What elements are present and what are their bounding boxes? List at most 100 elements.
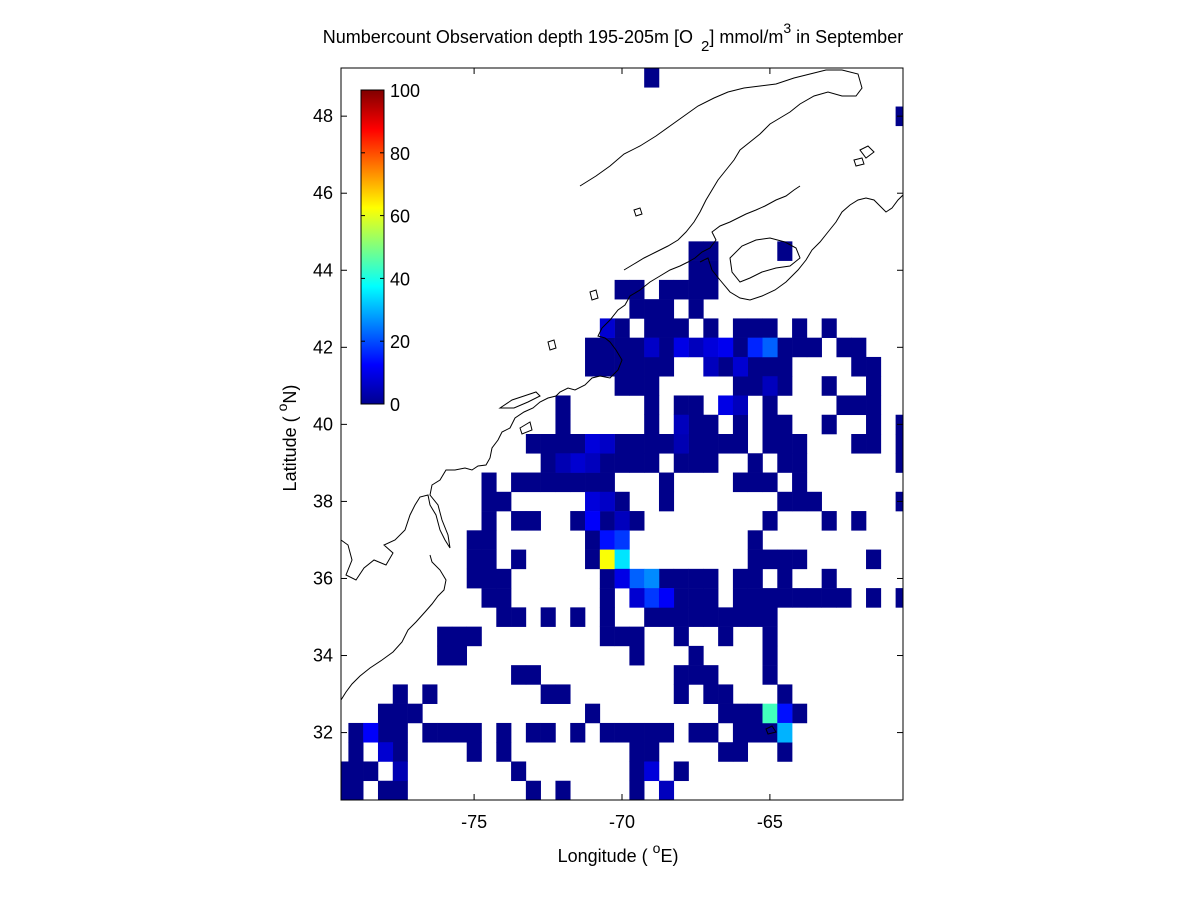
- heatmap-cell: [540, 434, 556, 454]
- heatmap-cell: [599, 588, 615, 608]
- heatmap-cell: [599, 491, 615, 512]
- heatmap-cell: [658, 299, 675, 319]
- heatmap-cell: [688, 665, 704, 685]
- heatmap-cell: [511, 665, 527, 685]
- heatmap-cell: [806, 337, 822, 358]
- heatmap-cell: [688, 299, 704, 319]
- heatmap-cell: [644, 434, 660, 454]
- heatmap-cell: [363, 761, 379, 782]
- heatmap-cell: [614, 337, 630, 358]
- heatmap-cell: [407, 703, 423, 724]
- heatmap-cell: [629, 434, 645, 454]
- heatmap-cell: [821, 376, 837, 396]
- heatmap-cell: [792, 318, 808, 338]
- heatmap-cell: [762, 318, 778, 338]
- heatmap-cell: [777, 376, 793, 396]
- heatmap-cell: [851, 434, 867, 454]
- heatmap-cell: [732, 337, 749, 358]
- heatmap-cell: [570, 434, 586, 454]
- heatmap-cell: [570, 722, 586, 743]
- y-tick-label: 36: [313, 568, 333, 588]
- heatmap-cell: [585, 549, 601, 570]
- heatmap-cell: [895, 453, 904, 473]
- heatmap-cell: [348, 761, 364, 782]
- heatmap-cell: [747, 722, 763, 743]
- heatmap-cell: [703, 665, 719, 685]
- heatmap-cell: [762, 472, 778, 493]
- heatmap-cell: [392, 684, 408, 704]
- heatmap-cell: [732, 703, 749, 724]
- heatmap-cell: [703, 588, 719, 608]
- heatmap-cell: [792, 472, 808, 493]
- heatmap-cell: [555, 453, 571, 473]
- heatmap-cell: [377, 703, 394, 724]
- heatmap-cell: [481, 472, 497, 493]
- heatmap-cell: [525, 780, 541, 801]
- heatmap-cell: [673, 453, 689, 473]
- heatmap-cell: [866, 395, 882, 416]
- heatmap-cell: [703, 722, 719, 743]
- heatmap-cell: [851, 356, 867, 377]
- heatmap-cell: [658, 491, 675, 512]
- heatmap-cell: [821, 511, 837, 531]
- x-tick-label: -70: [609, 812, 635, 832]
- colorbar-tick-label: 0: [390, 395, 400, 415]
- heatmap-cell: [451, 645, 468, 666]
- heatmap-cell: [585, 337, 601, 358]
- heatmap-cell: [644, 414, 660, 435]
- heatmap-cell: [732, 588, 749, 608]
- heatmap-cell: [821, 414, 837, 435]
- heatmap-cell: [703, 337, 719, 358]
- heatmap-cell: [762, 626, 778, 647]
- heatmap-cell: [762, 607, 778, 627]
- heatmap-cell: [599, 356, 615, 377]
- heatmap-cell: [629, 511, 645, 531]
- heatmap-cell: [703, 568, 719, 589]
- colorbar-gradient: [360, 89, 385, 405]
- heatmap-cell: [525, 434, 541, 454]
- heatmap-cell: [718, 684, 734, 704]
- heatmap-cell: [629, 453, 645, 473]
- heatmap-cell: [777, 684, 793, 704]
- y-tick-label: 48: [313, 106, 333, 126]
- heatmap-cell: [363, 722, 379, 743]
- heatmap-cell: [614, 376, 630, 396]
- heatmap-cell: [496, 722, 512, 743]
- heatmap-cell: [747, 356, 763, 377]
- heatmap-cell: [762, 588, 778, 608]
- heatmap-cell: [703, 607, 719, 627]
- heatmap-cell: [644, 68, 660, 88]
- heatmap-cell: [747, 549, 763, 570]
- heatmap-cell: [644, 742, 660, 762]
- heatmap-cell: [658, 434, 675, 454]
- heatmap-cell: [792, 491, 808, 512]
- colorbar-tick-label: 20: [390, 332, 410, 352]
- heatmap-cell: [895, 434, 904, 454]
- heatmap-cell: [555, 780, 571, 801]
- heatmap-cell: [718, 607, 734, 627]
- heatmap-cell: [658, 568, 675, 589]
- y-tick-label: 42: [313, 337, 333, 357]
- heatmap-cell: [392, 780, 408, 801]
- heatmap-cell: [525, 511, 541, 531]
- heatmap-cell: [614, 356, 630, 377]
- heatmap-cell: [703, 684, 719, 704]
- heatmap-cell: [732, 356, 749, 377]
- heatmap-cell: [718, 742, 734, 762]
- heatmap-cell: [496, 491, 512, 512]
- heatmap-cell: [703, 241, 719, 261]
- heatmap-cell: [570, 607, 586, 627]
- heatmap-cell: [629, 279, 645, 300]
- heatmap-cell: [614, 453, 630, 473]
- heatmap-cell: [762, 414, 778, 435]
- heatmap-cell: [629, 626, 645, 647]
- heatmap-cell: [777, 337, 793, 358]
- heatmap-cell: [437, 626, 453, 647]
- heatmap-cell: [481, 530, 497, 550]
- heatmap-cell: [777, 568, 793, 589]
- heatmap-cell: [629, 588, 645, 608]
- heatmap-cell: [658, 588, 675, 608]
- colorbar-tick-label: 100: [390, 81, 420, 101]
- heatmap-cell: [392, 761, 408, 782]
- y-tick-label: 34: [313, 646, 333, 666]
